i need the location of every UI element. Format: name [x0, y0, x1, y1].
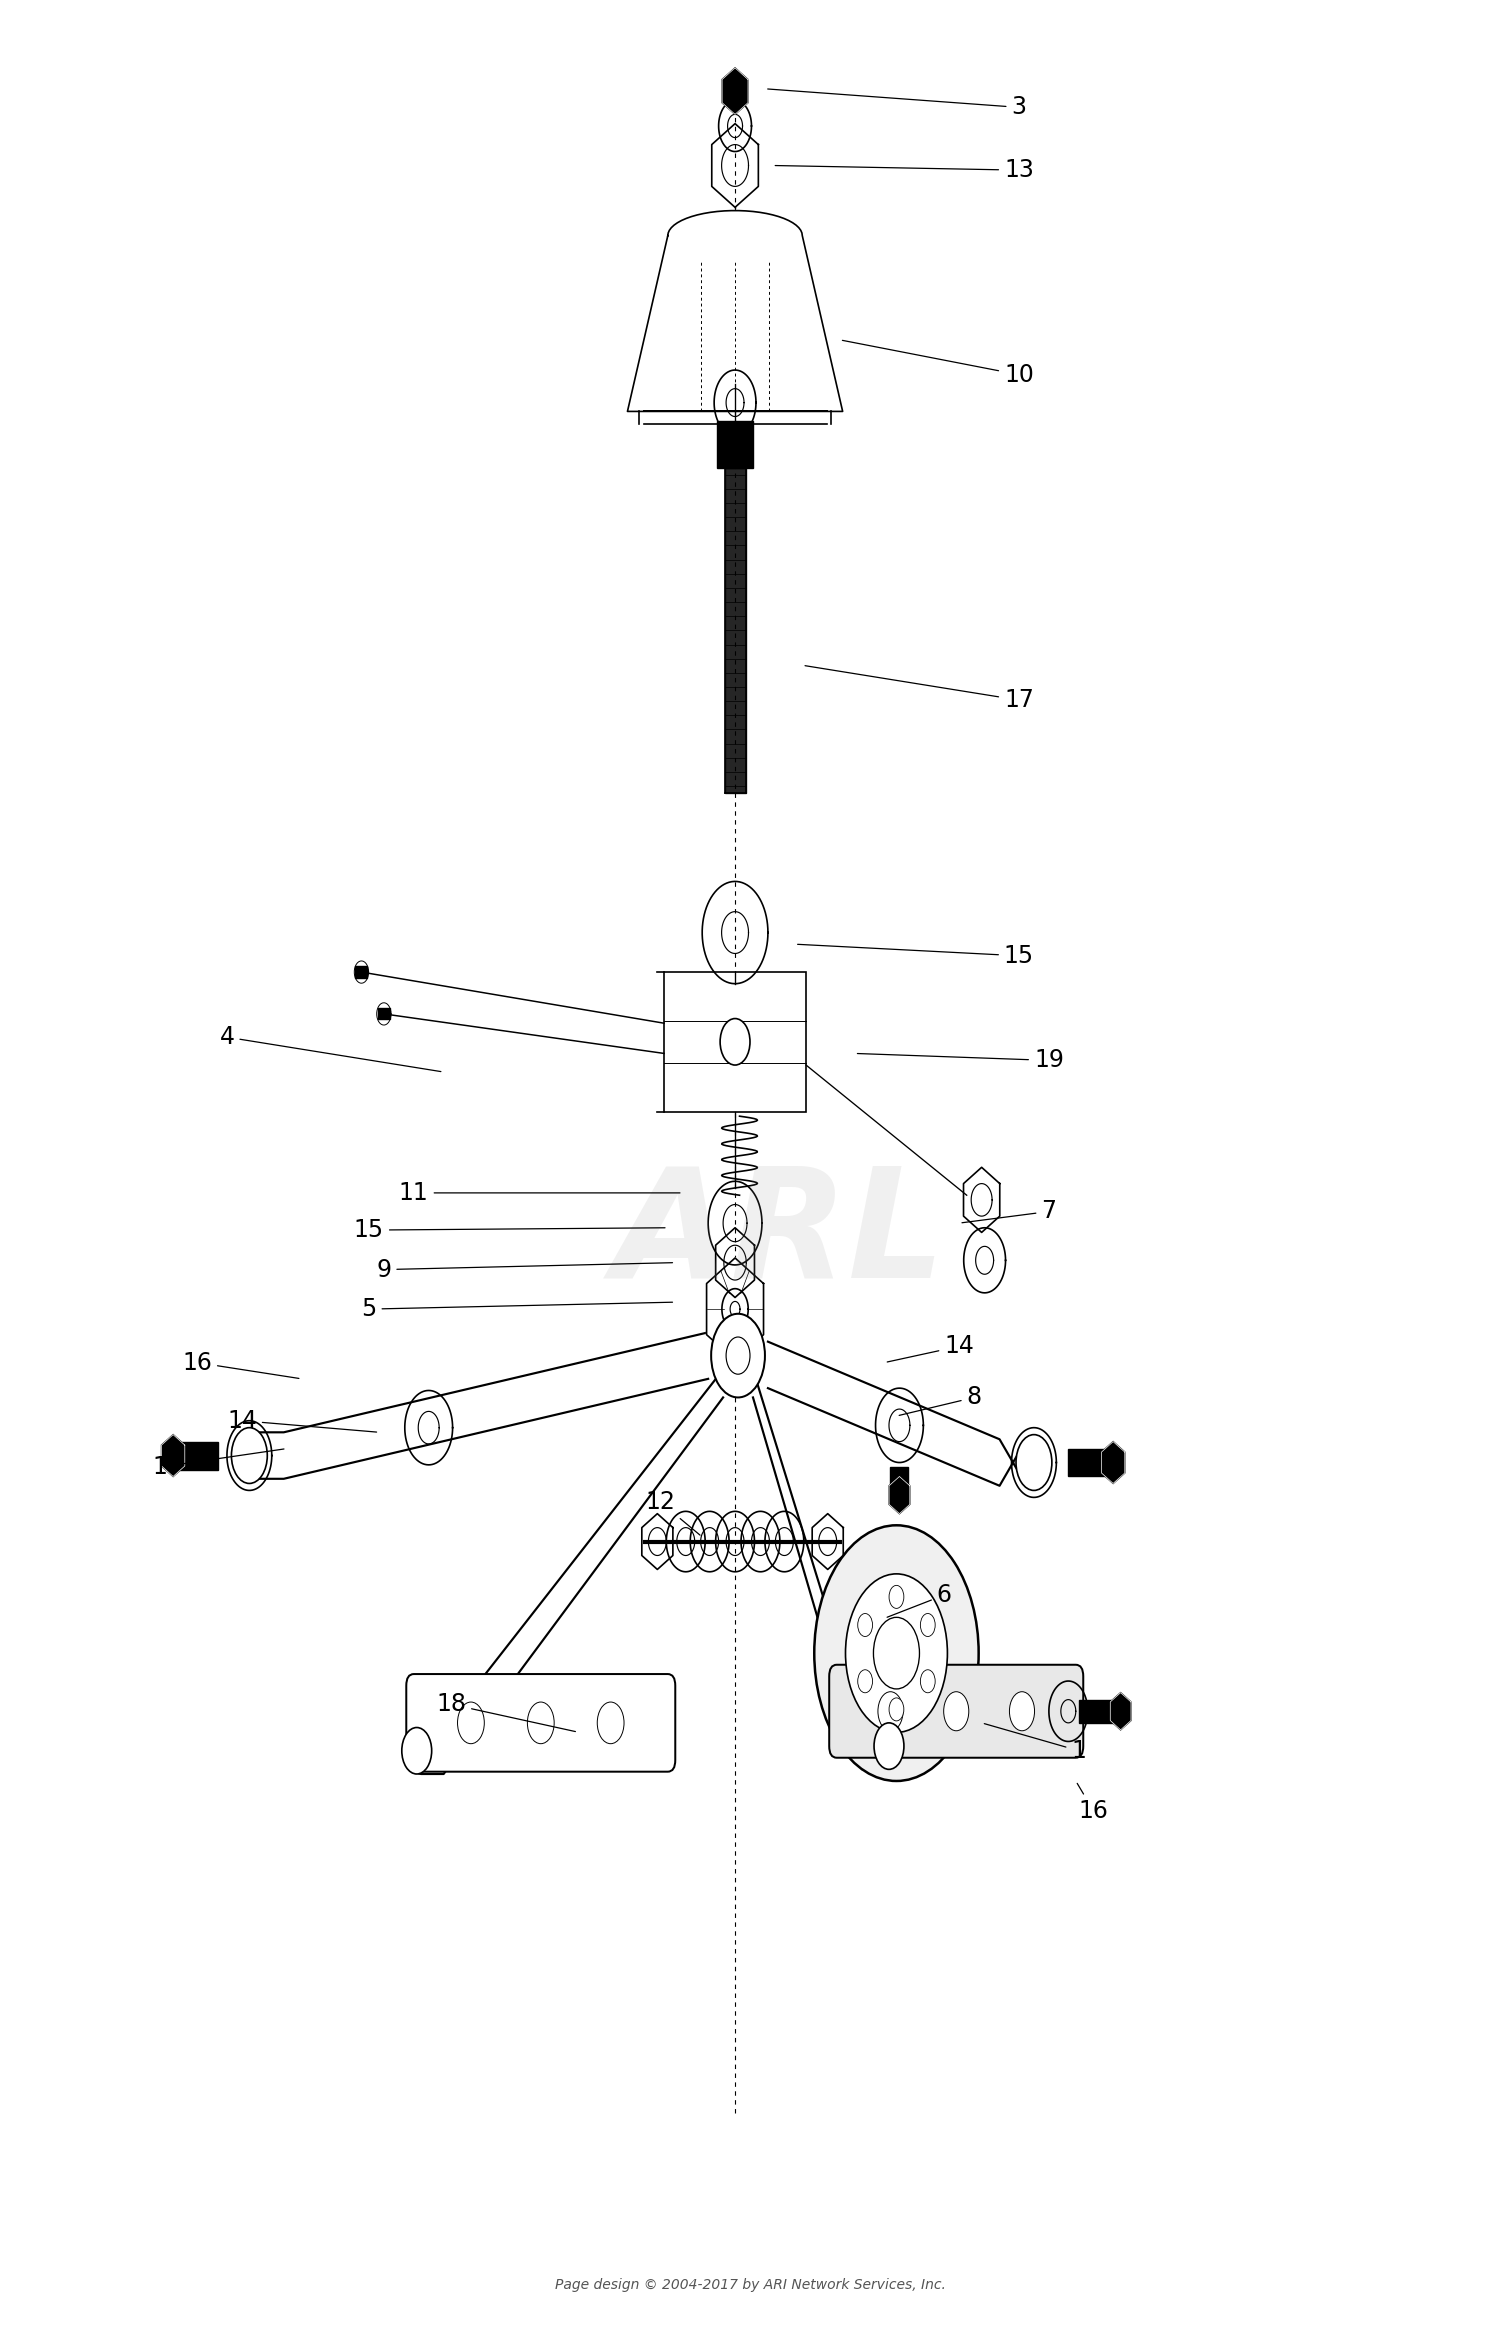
- Text: 5: 5: [362, 1298, 672, 1321]
- Polygon shape: [753, 1370, 896, 1768]
- Bar: [664, 972, 806, 1111]
- Circle shape: [921, 1671, 934, 1694]
- Text: 16: 16: [1077, 1782, 1108, 1822]
- Polygon shape: [724, 468, 746, 792]
- Circle shape: [528, 1701, 554, 1743]
- Text: Page design © 2004-2017 by ARI Network Services, Inc.: Page design © 2004-2017 by ARI Network S…: [555, 2279, 945, 2293]
- Circle shape: [858, 1612, 873, 1636]
- Circle shape: [231, 1428, 267, 1484]
- Text: ARL: ARL: [614, 1160, 946, 1309]
- Circle shape: [402, 1727, 432, 1773]
- Polygon shape: [1078, 1699, 1119, 1722]
- Circle shape: [890, 1584, 904, 1608]
- Polygon shape: [378, 1009, 390, 1021]
- Circle shape: [597, 1701, 624, 1743]
- Polygon shape: [1110, 1692, 1131, 1729]
- Circle shape: [711, 1314, 765, 1398]
- Circle shape: [921, 1612, 934, 1636]
- Text: 17: 17: [806, 666, 1033, 713]
- Text: 13: 13: [776, 158, 1034, 182]
- Text: 14: 14: [226, 1410, 376, 1433]
- Polygon shape: [717, 422, 753, 468]
- Circle shape: [944, 1692, 969, 1731]
- Text: 14: 14: [886, 1335, 974, 1363]
- Text: 4: 4: [219, 1025, 441, 1072]
- Text: 3: 3: [768, 89, 1026, 119]
- Polygon shape: [891, 1468, 909, 1491]
- Polygon shape: [890, 1477, 910, 1514]
- Polygon shape: [162, 1435, 184, 1477]
- Circle shape: [874, 1722, 904, 1768]
- Text: 16: 16: [182, 1351, 298, 1379]
- Circle shape: [458, 1701, 484, 1743]
- Text: 12: 12: [645, 1491, 700, 1535]
- Circle shape: [846, 1573, 948, 1734]
- FancyBboxPatch shape: [830, 1664, 1083, 1757]
- Polygon shape: [706, 1258, 764, 1361]
- Circle shape: [1010, 1692, 1035, 1731]
- Text: 6: 6: [886, 1582, 952, 1617]
- Text: 1: 1: [984, 1724, 1086, 1764]
- Text: 7: 7: [962, 1200, 1056, 1223]
- FancyBboxPatch shape: [406, 1673, 675, 1771]
- Text: 15: 15: [354, 1219, 664, 1242]
- Text: 1: 1: [153, 1449, 284, 1480]
- Text: 18: 18: [436, 1692, 576, 1731]
- Text: 19: 19: [858, 1048, 1064, 1072]
- Text: 8: 8: [898, 1386, 981, 1414]
- Circle shape: [858, 1671, 873, 1694]
- Polygon shape: [768, 1342, 1038, 1487]
- Polygon shape: [627, 210, 843, 412]
- Text: 11: 11: [399, 1181, 680, 1205]
- Circle shape: [878, 1692, 903, 1731]
- Text: 15: 15: [798, 944, 1034, 967]
- Text: 9: 9: [376, 1258, 672, 1282]
- Polygon shape: [172, 1442, 217, 1470]
- Circle shape: [815, 1526, 978, 1780]
- Polygon shape: [410, 1370, 723, 1773]
- Text: 10: 10: [843, 340, 1034, 387]
- Polygon shape: [722, 68, 748, 114]
- Circle shape: [720, 1018, 750, 1065]
- Circle shape: [890, 1699, 904, 1722]
- Polygon shape: [1101, 1442, 1125, 1484]
- Polygon shape: [356, 967, 368, 979]
- Polygon shape: [1068, 1449, 1113, 1477]
- Polygon shape: [246, 1333, 708, 1480]
- Circle shape: [1016, 1435, 1052, 1491]
